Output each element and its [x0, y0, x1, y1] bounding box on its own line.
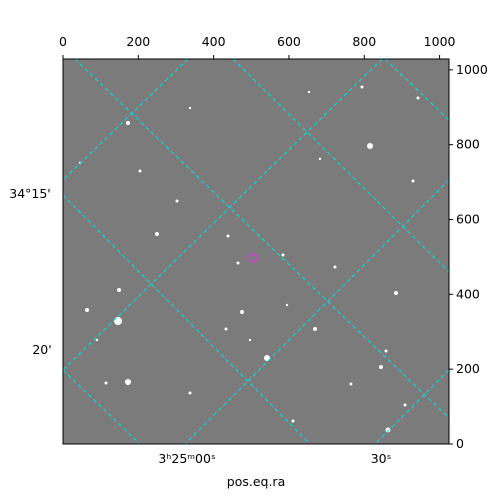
x-tick-label: 0 [59, 34, 67, 49]
x-tick-label: 1000 [424, 34, 456, 49]
x-tick-label: 600 [277, 34, 301, 49]
x-axis-label: pos.eq.ra [227, 474, 285, 489]
x-tick-label: 200 [126, 34, 150, 49]
y-tick-label: 400 [456, 286, 480, 301]
y-tick-label: 800 [456, 137, 480, 152]
x-tick-label: 800 [352, 34, 376, 49]
y-tick-label: 0 [456, 436, 464, 451]
world-y-label: 20' [32, 342, 51, 357]
world-y-label: 34°15' [9, 186, 51, 201]
axes-frame [62, 58, 450, 445]
x-tick-label: 400 [202, 34, 226, 49]
target-marker [248, 253, 258, 263]
y-tick-label: 600 [456, 212, 480, 227]
image [63, 59, 449, 444]
world-x-label: 30ˢ [371, 451, 392, 466]
stars [78, 85, 420, 433]
y-tick-label: 1000 [456, 62, 488, 77]
world-x-label: 3ʰ25ᵐ00ˢ [158, 451, 215, 466]
coordinate-grid [63, 59, 449, 444]
y-tick-label: 200 [456, 361, 480, 376]
